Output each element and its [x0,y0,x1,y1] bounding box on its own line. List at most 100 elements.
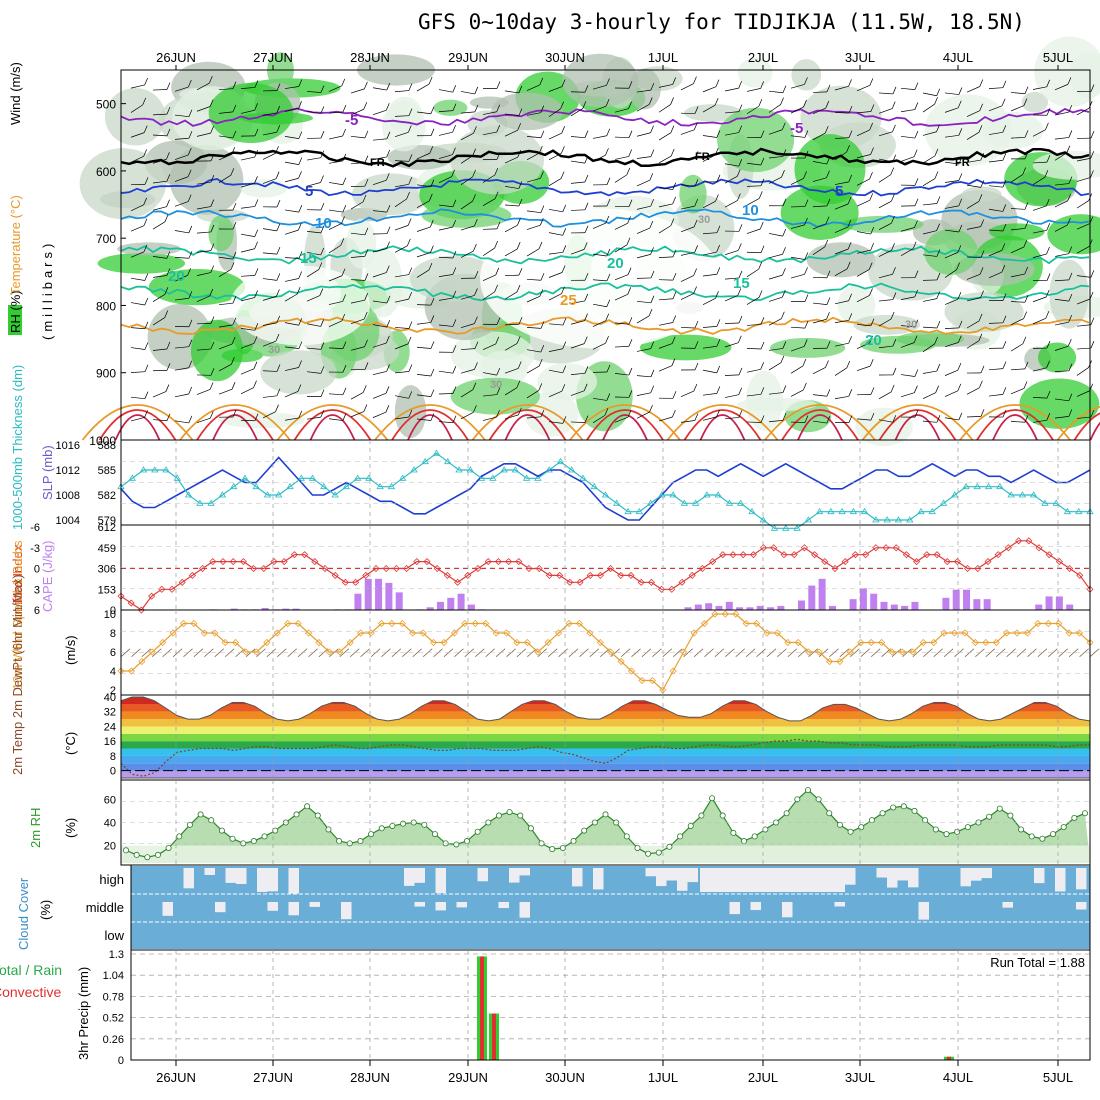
wind-barb [196,231,211,234]
wind-speed-point [878,638,886,647]
wind-barb [878,391,892,400]
surface-temperature-contour [683,409,762,441]
wind-barb [284,391,299,398]
wind-barb-flag [758,290,763,298]
wind-barb-flag [540,273,545,281]
wind-barb [812,420,827,424]
cloud-gap [981,868,992,879]
wind-barb [460,323,475,328]
wind-barb-flag [914,270,919,278]
wind-barb-flag [408,409,413,418]
wind-barb-flag [187,194,192,202]
wind-barb [900,227,915,232]
wind-barb [504,90,519,94]
wind-barb [636,205,651,210]
surface-wind-barb [985,648,996,658]
wind-barb-flag [452,319,457,327]
wind-barb-flag [650,385,655,393]
wind-barb-flag [1046,108,1051,116]
wind-barb-flag [188,225,193,234]
wind-barb-flag [562,416,567,424]
wind-barb-flag [738,125,743,133]
wind-barb-flag [538,241,543,249]
wind-barb-flag [408,267,413,275]
wind-barb-flag [1001,265,1006,273]
wind-barb [922,103,935,113]
wind-barb-flag [232,221,237,230]
wind-barb-flag [628,339,633,347]
wind-barb [944,342,959,348]
wind-barb [1010,301,1025,303]
pressure-tick-label: 500 [96,98,116,112]
thickness-tick: 588 [98,440,116,452]
wind-barb [306,371,321,374]
slp-tick: 1012 [56,465,80,477]
wind-barb-flag [649,404,653,413]
surface-temperature-contour [666,404,779,441]
wind-barb-flag [1066,145,1071,153]
wind-barb-flag [320,106,325,114]
wind-barb [548,251,563,255]
wind-barb-flag [868,262,873,270]
lifted-index-point [158,585,166,593]
wind-barb [196,417,211,424]
surface-wind-barb [141,648,152,658]
wind-barb [592,135,607,139]
surface-wind-barb [339,648,350,658]
wind-barb [900,325,915,328]
wind-barb [724,417,739,420]
wind-barb [152,391,167,398]
wind-barb-flag [429,219,434,228]
wind-barb-flag [848,313,853,321]
wind-barb [482,416,497,421]
wind-barb [856,269,870,277]
wind-barb [284,367,299,371]
wind-barb [966,110,980,117]
wind-barb-flag [672,196,677,205]
wind-barb-flag [936,415,941,423]
wind-barb [834,151,847,161]
wind-barb [174,346,189,349]
wind-barb [592,320,606,327]
wind-barb-flag [210,341,215,350]
wind-barb [944,161,959,165]
wind-barb-flag [1067,339,1072,347]
wind-barb-flag [846,261,851,269]
wind-barb [196,82,210,91]
humidity-shade [240,179,287,198]
wind-barb-flag [604,408,609,416]
wind-barb [152,348,167,351]
wind-barb [878,249,892,257]
wind-barb [1032,229,1047,234]
wind-barb [262,178,277,184]
wind-barb-flag [231,336,236,345]
wind-barb-flag [164,287,169,295]
wind-barb-flag [914,130,919,139]
wind-speed-point [273,629,281,637]
wind-barb-flag [825,100,830,109]
rh-point [506,809,513,816]
wind-barb [394,115,409,117]
wind-barb [284,346,299,349]
wind-barb [614,244,628,253]
rh-point [272,827,279,834]
wind-barb [350,135,365,139]
wind-barb-flag [452,386,457,394]
wind-barb-flag [452,290,457,299]
wind-barb [284,229,299,235]
wind-barb-flag [1002,204,1007,212]
wind-barb [460,133,474,141]
rh-point [762,826,769,833]
wind-barb-flag [1023,311,1027,319]
rh-point [368,831,375,838]
wind-barb-flag [715,79,720,87]
wind-barb-flag [758,99,763,107]
wind-barb-flag [802,358,807,367]
wind-barb-flag [320,225,325,234]
wind-barb [988,394,1003,397]
temperature-tick: 32 [104,707,116,719]
wind-barb-flag [738,243,742,251]
wind-barb [526,416,541,419]
surface-wind-barb [1058,648,1069,658]
wind-barb [614,274,629,281]
